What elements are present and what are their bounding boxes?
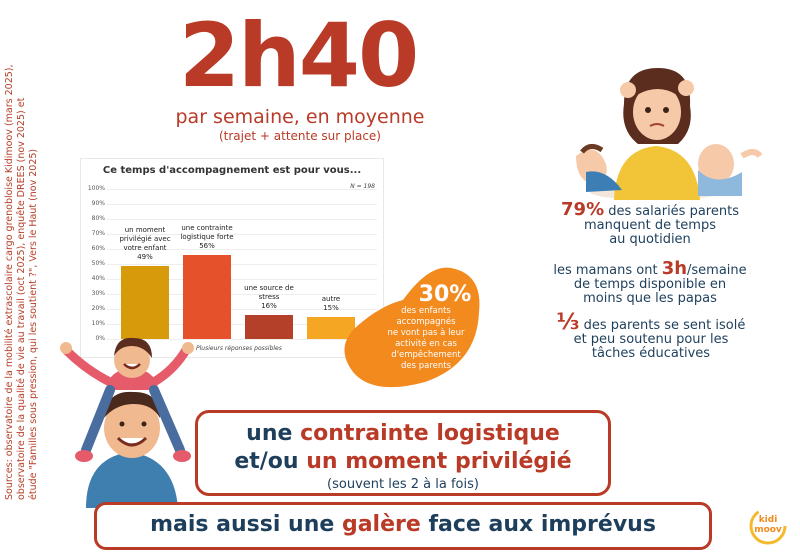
blob-text: des enfants accompagnés ne vont pas à le…	[385, 306, 467, 372]
father-daughter-illustration	[60, 337, 194, 508]
stat-text: des salariés parents	[608, 204, 739, 219]
y-tick-label: 10%	[91, 320, 105, 327]
bar	[307, 316, 355, 339]
sources-text: Sources: observatoire de la mobilité ext…	[4, 0, 64, 500]
y-tick-label: 0%	[95, 335, 105, 342]
headline-value: 2h40	[178, 4, 419, 107]
chart-plot-area: 0% 10% 20% 30% 40% 50% 60% 70% 80% 90% 100% un mome…	[81, 159, 383, 357]
banner-highlight: galère	[341, 512, 421, 537]
banner-text: et/ou	[234, 449, 307, 474]
bar-label: un moment privilégié avec votre enfant 49%	[113, 226, 177, 262]
stat-isolation-fraction: ⅓	[556, 310, 580, 335]
headline-subtitle: par semaine, en moyenne	[175, 106, 425, 128]
bar-label-line: 56%	[199, 242, 215, 250]
stat-text: des parents se sent isolé	[583, 318, 746, 333]
blob-percentage: 30%	[418, 282, 472, 307]
blob-line: d'empêchement	[391, 350, 461, 360]
blob-line: ne vont pas à leur	[387, 328, 465, 338]
bar-label: une contrainte logistique forte 56%	[175, 224, 239, 251]
blob-line: des enfants	[401, 306, 451, 316]
stat-text: et peu soutenu pour les	[573, 332, 729, 347]
banner-note: (souvent les 2 à la fois)	[327, 477, 479, 492]
message-banner-bottom: mais aussi une galère face aux imprévus	[94, 502, 712, 550]
stat-text: manquent de temps	[584, 218, 716, 233]
grid-line	[107, 279, 377, 280]
grid-line	[107, 309, 377, 310]
y-tick-label: 50%	[91, 260, 105, 267]
y-tick-label: 30%	[91, 290, 105, 297]
bar	[121, 265, 169, 339]
sources-line: observatoire de la qualité de vie au tra…	[16, 97, 27, 500]
logo-text: moov	[754, 525, 782, 535]
bar-label-line: autre	[321, 294, 341, 303]
stat-mothers-hours: 3h	[661, 258, 688, 279]
banner-line: et/ou un moment privilégié	[198, 449, 608, 474]
sources-line: Sources: observatoire de la mobilité ext…	[4, 64, 15, 500]
bar-label-line: une contrainte	[181, 224, 233, 232]
y-tick-label: 60%	[91, 245, 105, 252]
bar-label-line: stress	[258, 293, 280, 301]
banner-highlight: un moment privilégié	[306, 449, 572, 474]
grid-line	[107, 324, 377, 325]
y-tick-label: 100%	[87, 185, 105, 192]
logo-text: kidi	[758, 515, 778, 525]
bar-label-line: 15%	[323, 303, 339, 312]
blob-line: accompagnés	[396, 317, 456, 327]
bar-label-line: logistique forte	[180, 233, 234, 241]
stat-text: tâches éducatives	[591, 346, 711, 361]
sources-line: étude "Familles sous pression, qui les s…	[28, 148, 39, 500]
bar-chart: Ce temps d'accompagnement est pour vous.…	[80, 158, 384, 358]
y-tick-label: 80%	[91, 215, 105, 222]
stat-text: au quotidien	[609, 232, 691, 247]
bar-label-line: une source de	[244, 284, 294, 292]
grid-line	[107, 264, 377, 265]
banner-line: mais aussi une galère face aux imprévus	[97, 512, 709, 537]
grid-line	[107, 189, 377, 190]
bar	[183, 255, 231, 339]
banner-line: une contrainte logistique	[198, 421, 608, 446]
chart-sample-size: N = 198	[350, 183, 375, 190]
banner-highlight: contrainte logistique	[300, 421, 560, 446]
kidimoov-logo: kidi moov	[748, 506, 788, 546]
stat-text: moins que les papas	[583, 291, 717, 306]
stat-employees: 79% des salariés parents manquent de tem…	[540, 201, 760, 247]
y-tick-label: 90%	[91, 200, 105, 207]
y-tick-label: 70%	[91, 230, 105, 237]
logo-ring-icon	[749, 507, 787, 545]
blob-line: activité en cas	[395, 339, 457, 349]
bar-label-line: 49%	[137, 252, 153, 261]
blob-line: des parents	[400, 361, 452, 371]
stat-mothers: les mamans ont 3h/semaine de temps dispo…	[530, 260, 770, 306]
banner-text: une	[246, 421, 301, 446]
y-tick-label: 20%	[91, 305, 105, 312]
y-tick-label: 40%	[91, 275, 105, 282]
bar-label: une source de stress 16%	[237, 284, 301, 311]
headline-note: (trajet + attente sur place)	[218, 129, 381, 143]
stat-employees-pct: 79%	[561, 199, 605, 220]
stressed-mother-illustration	[576, 68, 763, 200]
grid-line	[107, 339, 377, 340]
banner-text: mais aussi une	[150, 512, 342, 537]
chart-footnote: Plusieurs réponses possibles	[196, 345, 282, 352]
bar-label-line: un moment	[124, 225, 166, 234]
grid-line	[107, 234, 377, 235]
chart-title: Ce temps d'accompagnement est pour vous.…	[102, 165, 362, 176]
bar	[245, 315, 293, 339]
bar-label: autre 15%	[299, 295, 363, 313]
bar-label-line: votre enfant	[123, 243, 167, 252]
grid-line	[107, 204, 377, 205]
grid-line	[107, 219, 377, 220]
grid-line	[107, 249, 377, 250]
banner-text: face aux imprévus	[420, 512, 656, 537]
orange-highlight-blob	[344, 267, 480, 388]
grid-line	[107, 294, 377, 295]
message-banner: une contrainte logistique et/ou un momen…	[195, 410, 611, 496]
stat-text: /semaine	[687, 263, 747, 278]
stat-text: les mamans ont	[553, 263, 658, 278]
stat-text: de temps disponible en	[573, 277, 727, 292]
bar-label-line: privilégié avec	[119, 234, 171, 243]
stat-isolation: ⅓ des parents se sent isolé et peu soute…	[536, 312, 766, 361]
bar-label-line: 16%	[261, 302, 277, 310]
